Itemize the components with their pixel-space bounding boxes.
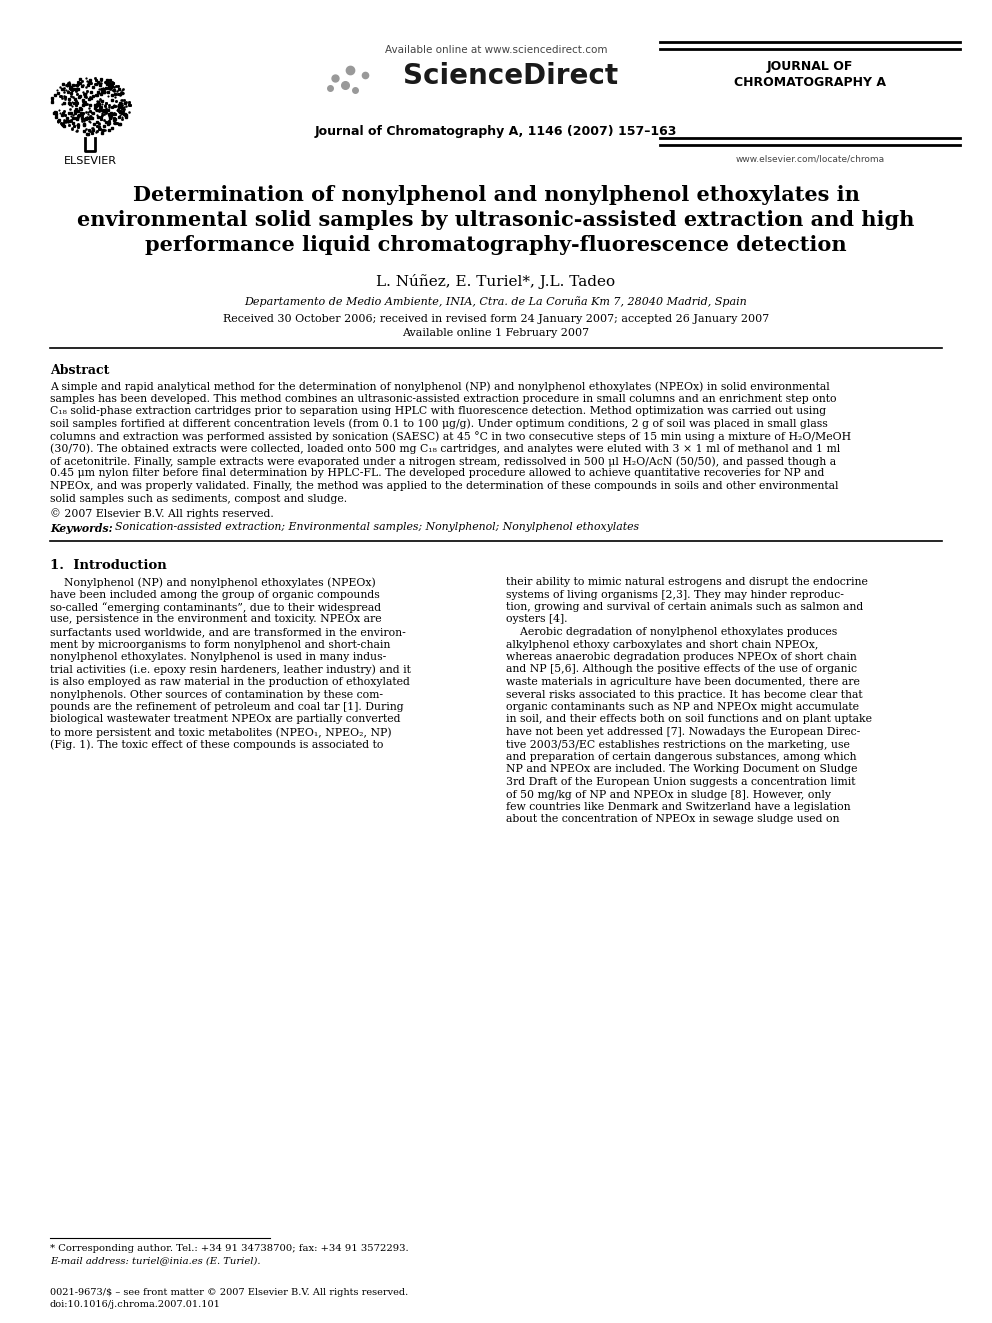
Text: (30/70). The obtained extracts were collected, loaded onto 500 mg C₁₈ cartridges: (30/70). The obtained extracts were coll… [50, 443, 840, 454]
Text: JOURNAL OF: JOURNAL OF [767, 60, 853, 73]
Text: E-mail address: turiel@inia.es (E. Turiel).: E-mail address: turiel@inia.es (E. Turie… [50, 1256, 261, 1265]
Text: tive 2003/53/EC establishes restrictions on the marketing, use: tive 2003/53/EC establishes restrictions… [506, 740, 850, 750]
Text: whereas anaerobic degradation produces NPEOx of short chain: whereas anaerobic degradation produces N… [506, 652, 857, 662]
Text: Available online 1 February 2007: Available online 1 February 2007 [403, 328, 589, 337]
Text: about the concentration of NPEOx in sewage sludge used on: about the concentration of NPEOx in sewa… [506, 815, 839, 824]
Text: trial activities (i.e. epoxy resin hardeners, leather industry) and it: trial activities (i.e. epoxy resin harde… [50, 664, 411, 675]
Text: oysters [4].: oysters [4]. [506, 614, 567, 624]
Text: and NP [5,6]. Although the positive effects of the use of organic: and NP [5,6]. Although the positive effe… [506, 664, 857, 675]
Text: www.elsevier.com/locate/chroma: www.elsevier.com/locate/chroma [735, 155, 885, 164]
Text: * Corresponding author. Tel.: +34 91 34738700; fax: +34 91 3572293.: * Corresponding author. Tel.: +34 91 347… [50, 1244, 409, 1253]
Text: Nonylphenol (NP) and nonylphenol ethoxylates (NPEOx): Nonylphenol (NP) and nonylphenol ethoxyl… [50, 577, 376, 587]
Text: NP and NPEOx are included. The Working Document on Sludge: NP and NPEOx are included. The Working D… [506, 765, 857, 774]
Text: ELSEVIER: ELSEVIER [63, 156, 116, 167]
Text: 1.  Introduction: 1. Introduction [50, 560, 167, 572]
Text: samples has been developed. This method combines an ultrasonic-assisted extracti: samples has been developed. This method … [50, 393, 836, 404]
Text: solid samples such as sediments, compost and sludge.: solid samples such as sediments, compost… [50, 493, 347, 504]
Text: 3rd Draft of the European Union suggests a concentration limit: 3rd Draft of the European Union suggests… [506, 777, 855, 787]
Text: columns and extraction was performed assisted by sonication (SAESC) at 45 °C in : columns and extraction was performed ass… [50, 431, 851, 442]
Text: nonylphenols. Other sources of contamination by these com-: nonylphenols. Other sources of contamina… [50, 689, 383, 700]
Text: Available online at www.sciencedirect.com: Available online at www.sciencedirect.co… [385, 45, 607, 56]
Text: environmental solid samples by ultrasonic-assisted extraction and high: environmental solid samples by ultrasoni… [77, 210, 915, 230]
Text: is also employed as raw material in the production of ethoxylated: is also employed as raw material in the … [50, 677, 410, 687]
Text: doi:10.1016/j.chroma.2007.01.101: doi:10.1016/j.chroma.2007.01.101 [50, 1301, 221, 1308]
Text: C₁₈ solid-phase extraction cartridges prior to separation using HPLC with fluore: C₁₈ solid-phase extraction cartridges pr… [50, 406, 826, 415]
Text: Aerobic degradation of nonylphenol ethoxylates produces: Aerobic degradation of nonylphenol ethox… [506, 627, 837, 636]
Text: soil samples fortified at different concentration levels (from 0.1 to 100 μg/g).: soil samples fortified at different conc… [50, 418, 827, 429]
Text: several risks associated to this practice. It has become clear that: several risks associated to this practic… [506, 689, 863, 700]
Text: Received 30 October 2006; received in revised form 24 January 2007; accepted 26 : Received 30 October 2006; received in re… [223, 314, 769, 324]
Text: Keywords:: Keywords: [50, 523, 113, 533]
Text: ment by microorganisms to form nonylphenol and short-chain: ment by microorganisms to form nonylphen… [50, 639, 391, 650]
Text: NPEOx, and was properly validated. Finally, the method was applied to the determ: NPEOx, and was properly validated. Final… [50, 482, 838, 491]
Text: Determination of nonylphenol and nonylphenol ethoxylates in: Determination of nonylphenol and nonylph… [133, 185, 859, 205]
Text: CHROMATOGRAPHY A: CHROMATOGRAPHY A [734, 75, 886, 89]
Text: and preparation of certain dangerous substances, among which: and preparation of certain dangerous sub… [506, 751, 856, 762]
Text: 0.45 μm nylon filter before final determination by HPLC-FL. The developed proced: 0.45 μm nylon filter before final determ… [50, 468, 824, 479]
Text: ScienceDirect: ScienceDirect [404, 62, 619, 90]
Text: pounds are the refinement of petroleum and coal tar [1]. During: pounds are the refinement of petroleum a… [50, 703, 404, 712]
Text: so-called “emerging contaminants”, due to their widespread: so-called “emerging contaminants”, due t… [50, 602, 381, 613]
Text: surfactants used worldwide, and are transformed in the environ-: surfactants used worldwide, and are tran… [50, 627, 406, 636]
Text: of 50 mg/kg of NP and NPEOx in sludge [8]. However, only: of 50 mg/kg of NP and NPEOx in sludge [8… [506, 790, 831, 799]
Text: Sonication-assisted extraction; Environmental samples; Nonylphenol; Nonylphenol : Sonication-assisted extraction; Environm… [115, 523, 639, 532]
Text: L. Núñez, E. Turiel*, J.L. Tadeo: L. Núñez, E. Turiel*, J.L. Tadeo [376, 274, 616, 288]
Text: their ability to mimic natural estrogens and disrupt the endocrine: their ability to mimic natural estrogens… [506, 577, 868, 587]
Text: biological wastewater treatment NPEOx are partially converted: biological wastewater treatment NPEOx ar… [50, 714, 401, 725]
Text: organic contaminants such as NP and NPEOx might accumulate: organic contaminants such as NP and NPEO… [506, 703, 859, 712]
Text: A simple and rapid analytical method for the determination of nonylphenol (NP) a: A simple and rapid analytical method for… [50, 381, 829, 392]
Text: waste materials in agriculture have been documented, there are: waste materials in agriculture have been… [506, 677, 860, 687]
Text: Departamento de Medio Ambiente, INIA, Ctra. de La Coruña Km 7, 28040 Madrid, Spa: Departamento de Medio Ambiente, INIA, Ct… [245, 296, 747, 307]
Text: (Fig. 1). The toxic effect of these compounds is associated to: (Fig. 1). The toxic effect of these comp… [50, 740, 383, 750]
Text: have been included among the group of organic compounds: have been included among the group of or… [50, 590, 380, 599]
Text: systems of living organisms [2,3]. They may hinder reproduc-: systems of living organisms [2,3]. They … [506, 590, 844, 599]
Text: in soil, and their effects both on soil functions and on plant uptake: in soil, and their effects both on soil … [506, 714, 872, 725]
Text: 0021-9673/$ – see front matter © 2007 Elsevier B.V. All rights reserved.: 0021-9673/$ – see front matter © 2007 El… [50, 1289, 409, 1297]
Text: © 2007 Elsevier B.V. All rights reserved.: © 2007 Elsevier B.V. All rights reserved… [50, 508, 274, 519]
Text: have not been yet addressed [7]. Nowadays the European Direc-: have not been yet addressed [7]. Nowaday… [506, 728, 860, 737]
Text: tion, growing and survival of certain animals such as salmon and: tion, growing and survival of certain an… [506, 602, 863, 613]
Text: performance liquid chromatography-fluorescence detection: performance liquid chromatography-fluore… [145, 235, 847, 255]
Text: Journal of Chromatography A, 1146 (2007) 157–163: Journal of Chromatography A, 1146 (2007)… [314, 124, 678, 138]
Text: alkylphenol ethoxy carboxylates and short chain NPEOx,: alkylphenol ethoxy carboxylates and shor… [506, 639, 818, 650]
Text: nonylphenol ethoxylates. Nonylphenol is used in many indus-: nonylphenol ethoxylates. Nonylphenol is … [50, 652, 386, 662]
Text: few countries like Denmark and Switzerland have a legislation: few countries like Denmark and Switzerla… [506, 802, 850, 812]
Text: of acetonitrile. Finally, sample extracts were evaporated under a nitrogen strea: of acetonitrile. Finally, sample extract… [50, 456, 836, 467]
Text: to more persistent and toxic metabolites (NPEO₁, NPEO₂, NP): to more persistent and toxic metabolites… [50, 728, 392, 737]
Text: Abstract: Abstract [50, 364, 109, 377]
Text: use, persistence in the environment and toxicity. NPEOx are: use, persistence in the environment and … [50, 614, 382, 624]
